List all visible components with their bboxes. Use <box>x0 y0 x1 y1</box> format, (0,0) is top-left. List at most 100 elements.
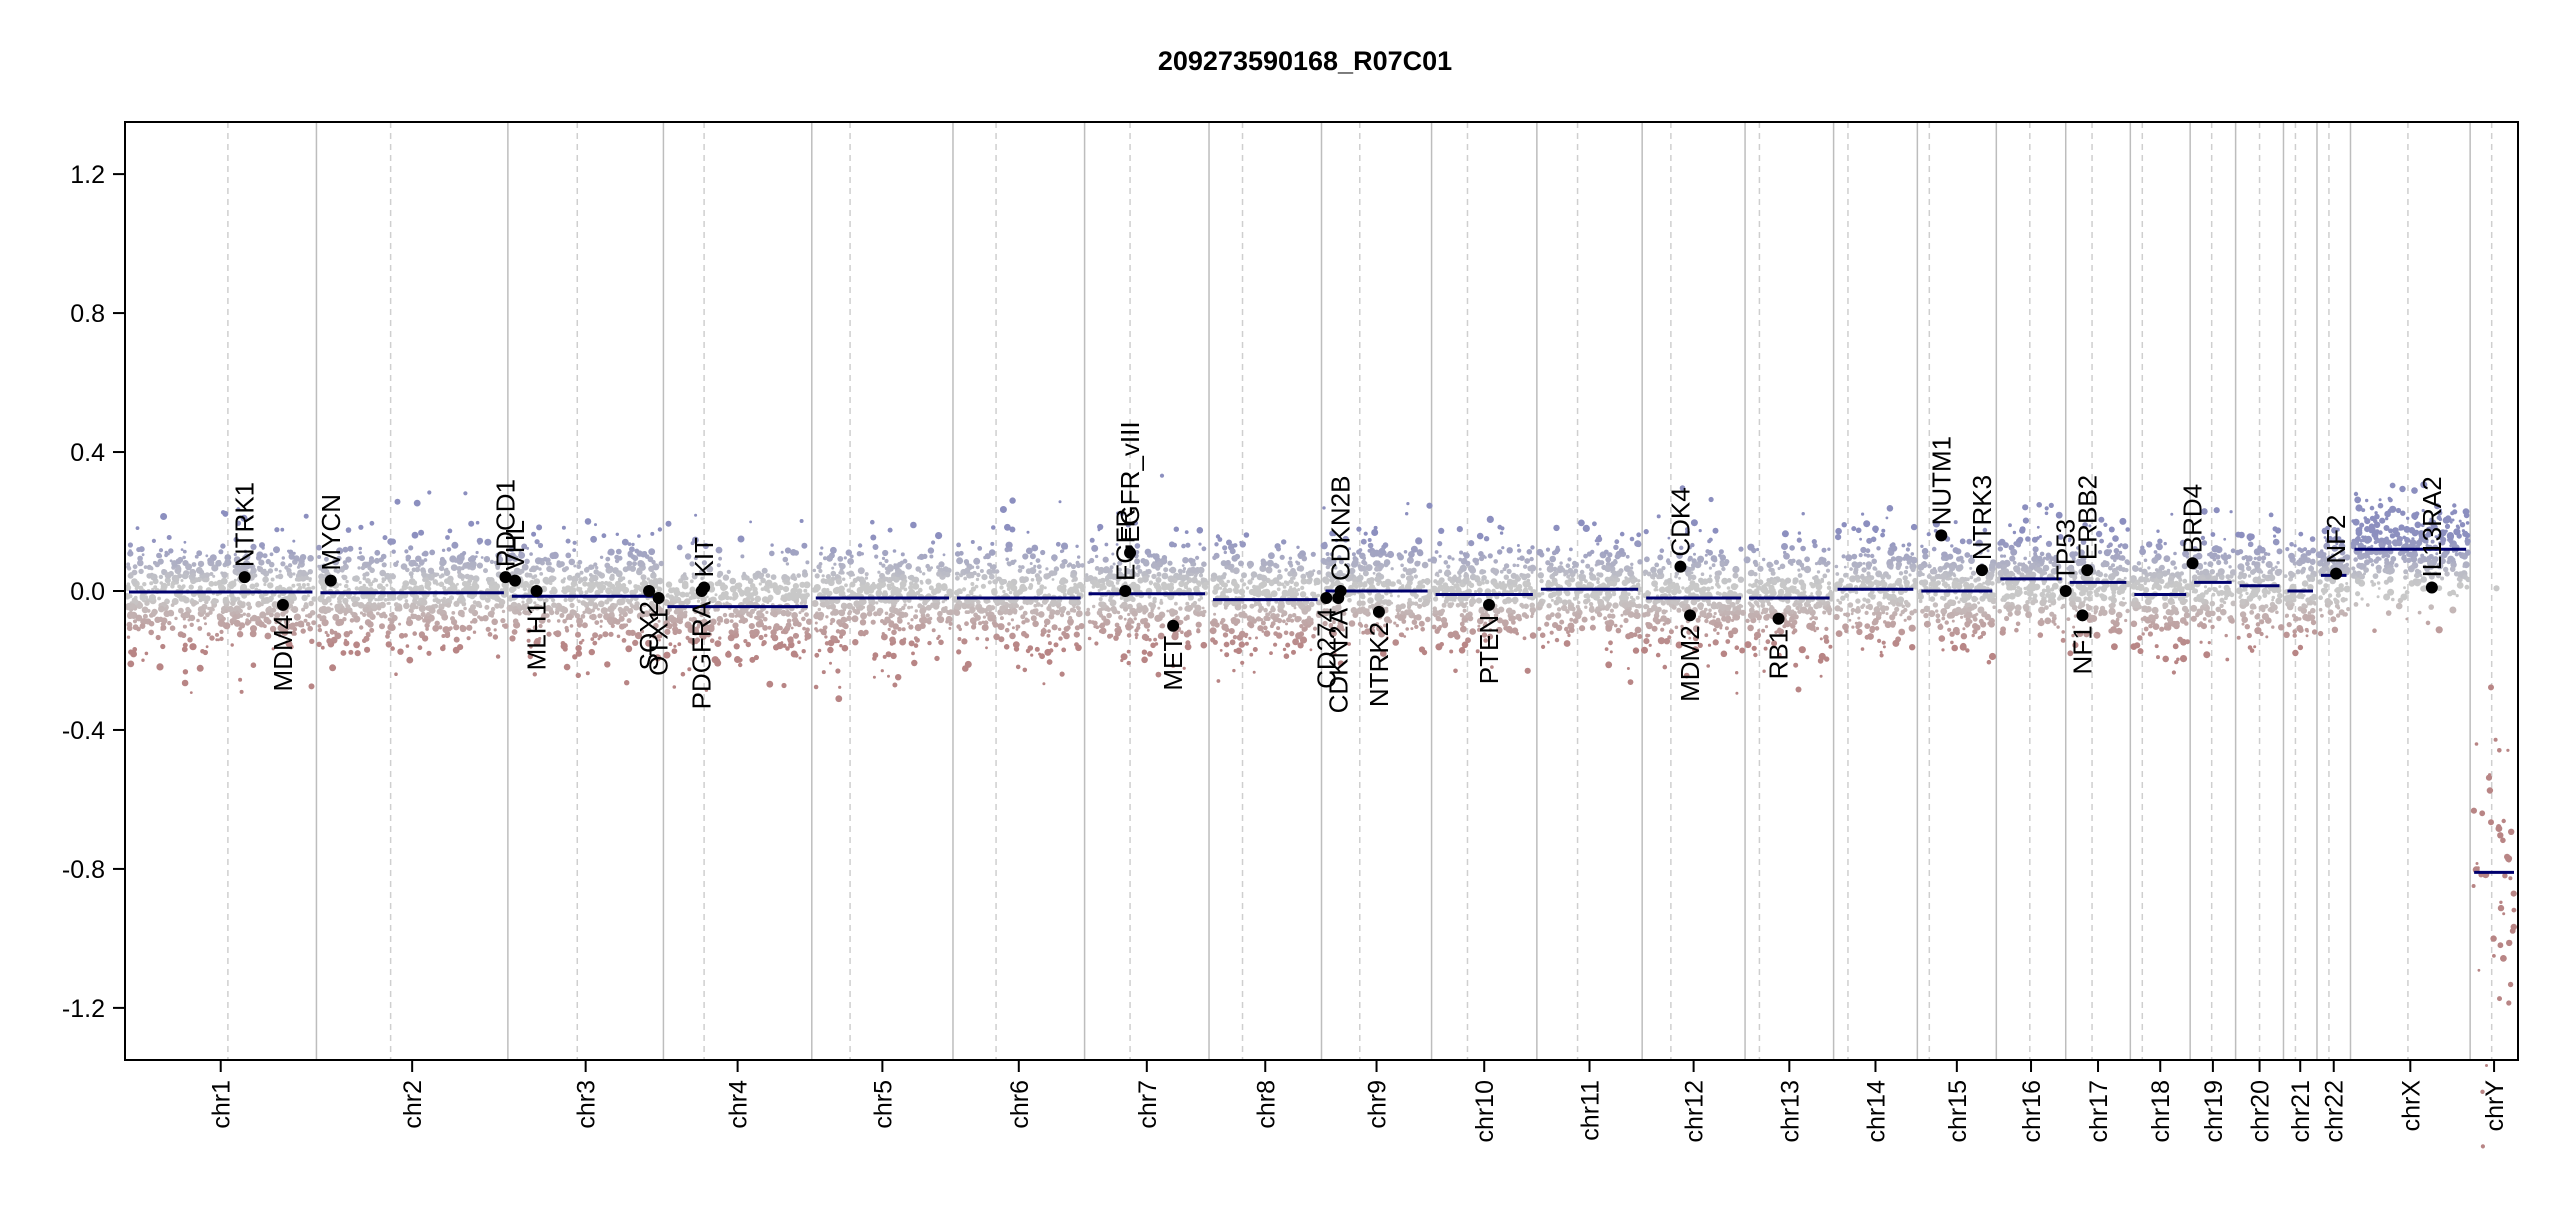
probe-point <box>1048 641 1052 645</box>
probe-point <box>1622 602 1628 608</box>
probe-point <box>149 594 156 601</box>
probe-point <box>1386 602 1389 605</box>
probe-point <box>855 610 859 614</box>
probe-point <box>1546 603 1551 608</box>
probe-point <box>1441 617 1447 623</box>
probe-point <box>822 670 826 674</box>
probe-point <box>976 600 981 605</box>
probe-point <box>1385 579 1391 585</box>
probe-point <box>886 653 890 657</box>
probe-point <box>517 605 521 609</box>
probe-point <box>1603 616 1607 620</box>
probe-point <box>981 574 987 580</box>
probe-point <box>1193 586 1199 592</box>
probe-point <box>1631 579 1636 584</box>
probe-point <box>1538 572 1544 578</box>
probe-point <box>1527 566 1533 572</box>
probe-point <box>936 565 940 569</box>
probe-point <box>626 565 631 570</box>
probe-point <box>742 598 748 604</box>
probe-point <box>907 622 910 625</box>
probe-point <box>1361 595 1366 600</box>
probe-point <box>1384 559 1391 566</box>
probe-point <box>335 619 342 626</box>
probe-point <box>998 623 1005 630</box>
probe-point <box>1276 547 1281 552</box>
probe-point <box>426 619 431 624</box>
probe-point <box>1546 548 1550 552</box>
probe-point <box>1589 606 1594 611</box>
probe-point <box>390 646 395 651</box>
probe-point <box>1500 531 1503 534</box>
probe-point <box>1544 622 1549 627</box>
probe-point <box>499 599 505 605</box>
probe-point <box>1462 642 1469 649</box>
probe-point <box>319 606 326 613</box>
probe-point <box>1077 582 1083 588</box>
probe-point <box>1244 532 1250 538</box>
probe-point <box>1097 524 1103 530</box>
probe-point <box>410 579 414 583</box>
probe-point <box>1022 586 1027 591</box>
probe-point <box>956 572 960 576</box>
probe-point <box>267 582 273 588</box>
probe-point <box>1252 585 1256 589</box>
probe-point <box>1595 539 1598 542</box>
probe-point <box>797 640 801 644</box>
probe-point <box>1099 597 1103 601</box>
probe-point <box>1098 589 1101 592</box>
probe-point <box>970 572 974 576</box>
probe-point <box>1277 618 1282 623</box>
probe-point <box>791 627 794 630</box>
probe-point <box>1059 500 1062 503</box>
probe-point <box>975 637 979 641</box>
probe-point <box>1229 628 1235 634</box>
probe-point <box>1035 647 1040 652</box>
probe-point <box>190 691 193 694</box>
probe-point <box>1004 644 1010 650</box>
probe-point <box>129 549 132 552</box>
probe-point <box>976 573 980 577</box>
probe-point <box>1619 548 1625 554</box>
probe-point <box>1412 619 1418 625</box>
probe-point <box>1399 633 1403 637</box>
probe-point <box>1127 661 1131 665</box>
probe-point <box>1579 581 1583 585</box>
probe-point <box>215 633 219 637</box>
probe-point <box>196 550 202 556</box>
probe-point <box>1287 571 1293 577</box>
probe-point <box>796 573 801 578</box>
probe-point <box>1273 563 1278 568</box>
probe-point <box>1060 550 1063 553</box>
probe-point <box>561 590 564 593</box>
probe-point <box>531 575 535 579</box>
probe-point <box>475 555 478 558</box>
probe-point <box>307 594 310 597</box>
probe-point <box>739 615 744 620</box>
probe-point <box>874 555 878 559</box>
probe-point <box>176 571 179 574</box>
probe-point <box>520 583 525 588</box>
probe-point <box>793 633 799 639</box>
probe-point <box>142 607 149 614</box>
probe-point <box>189 643 196 650</box>
probe-point <box>801 543 807 549</box>
probe-point <box>781 551 784 554</box>
probe-point <box>911 660 917 666</box>
probe-point <box>145 652 149 656</box>
probe-point <box>1042 628 1045 631</box>
probe-point <box>1267 560 1274 567</box>
probe-point <box>913 614 918 619</box>
probe-point <box>1414 625 1418 629</box>
probe-point <box>803 589 807 593</box>
probe-point <box>1292 613 1296 617</box>
probe-point <box>1240 661 1244 665</box>
probe-point <box>1524 614 1529 619</box>
probe-point <box>589 649 595 655</box>
probe-point <box>1553 567 1558 572</box>
probe-point <box>320 582 325 587</box>
probe-point <box>133 564 138 569</box>
probe-point <box>1213 613 1216 616</box>
probe-point <box>250 584 256 590</box>
probe-point <box>605 587 612 594</box>
